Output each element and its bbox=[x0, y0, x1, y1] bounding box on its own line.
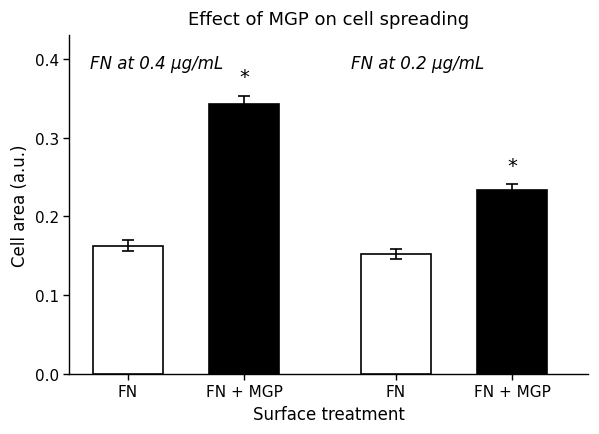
Text: FN at 0.2 μg/mL: FN at 0.2 μg/mL bbox=[352, 55, 485, 72]
Bar bbox=[477, 191, 547, 374]
X-axis label: Surface treatment: Surface treatment bbox=[253, 405, 404, 423]
Bar bbox=[93, 246, 162, 374]
Text: *: * bbox=[239, 68, 249, 87]
Bar bbox=[361, 255, 431, 374]
Text: FN at 0.4 μg/mL: FN at 0.4 μg/mL bbox=[90, 55, 223, 72]
Text: *: * bbox=[507, 156, 517, 175]
Bar bbox=[209, 105, 279, 374]
Title: Effect of MGP on cell spreading: Effect of MGP on cell spreading bbox=[188, 11, 469, 29]
Y-axis label: Cell area (a.u.): Cell area (a.u.) bbox=[11, 144, 29, 266]
